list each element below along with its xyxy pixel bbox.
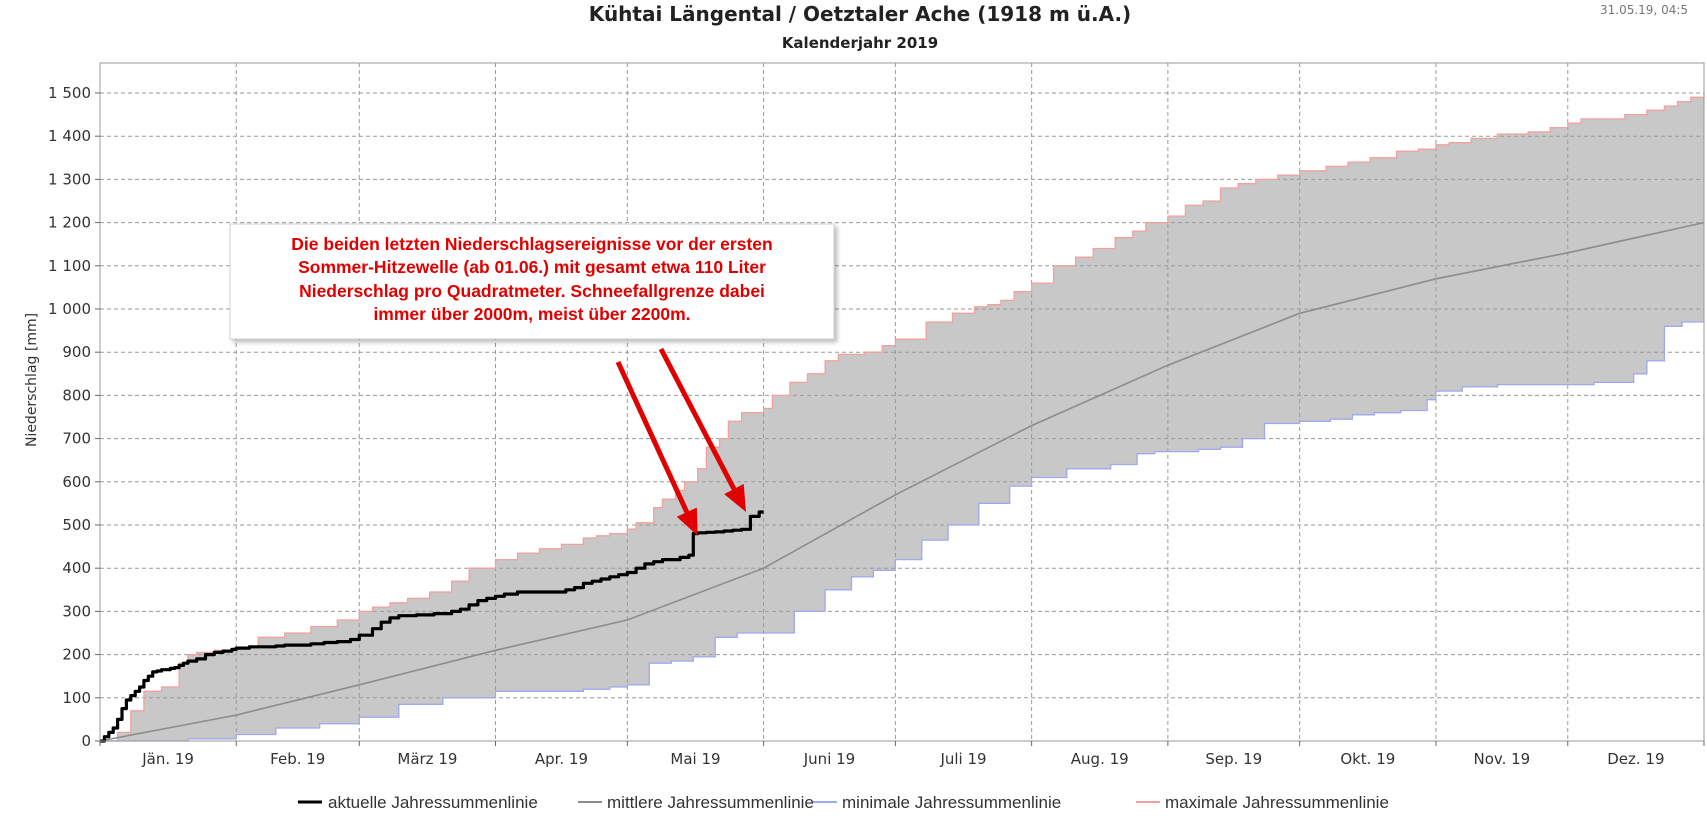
x-axis: Jän. 19 Feb. 19 März 19 Apr. 19 Mai 19 Juni 1… (99, 741, 1705, 768)
x-tick-label: Mai 19 (670, 750, 720, 768)
legend-item: mittlere Jahressummenlinie (578, 793, 814, 812)
annotation-line-3: Niederschlag pro Quadratmeter. Schneefal… (299, 281, 765, 301)
y-tick-label: 700 (62, 430, 91, 448)
x-tick-label: Feb. 19 (270, 750, 325, 768)
y-tick-label: 0 (81, 732, 91, 750)
annotation: Die beiden letzten Niederschlagsereignis… (229, 223, 835, 536)
y-tick-label: 200 (62, 646, 91, 664)
y-tick-label: 1 300 (48, 170, 91, 188)
x-tick-label: Sep. 19 (1205, 750, 1262, 768)
x-tick-label: Juni 19 (803, 750, 855, 768)
annotation-line-1: Die beiden letzten Niederschlagsereignis… (291, 234, 772, 254)
annotation-arrow (615, 360, 698, 536)
annotation-arrows (615, 347, 746, 536)
legend-item: maximale Jahressummenlinie (1136, 793, 1389, 812)
annotation-line-2: Sommer-Hitzewelle (ab 01.06.) mit gesamt… (298, 257, 766, 277)
x-tick-label: Nov. 19 (1473, 750, 1530, 768)
y-tick-label: 1 200 (48, 214, 91, 232)
legend: aktuelle Jahressummenlinie mittlere Jahre… (298, 793, 1389, 812)
legend-label: maximale Jahressummenlinie (1165, 793, 1389, 812)
y-tick-label: 1 400 (48, 127, 91, 145)
current-series-line (100, 510, 764, 743)
legend-label: aktuelle Jahressummenlinie (328, 793, 538, 812)
max-series-line (100, 93, 1705, 742)
y-tick-label: 600 (62, 473, 91, 491)
y-axis: 0 100 200 300 400 500 600 700 800 900 1 000 1 100 1 … (48, 84, 100, 750)
legend-item: aktuelle Jahressummenlinie (298, 793, 538, 812)
y-tick-label: 800 (62, 386, 91, 404)
x-tick-label: Jän. 19 (141, 750, 194, 768)
x-tick-label: März 19 (397, 750, 457, 768)
y-axis-label: Niederschlag [mm] (24, 313, 40, 447)
y-tick-label: 400 (62, 559, 91, 577)
y-tick-label: 1 000 (48, 300, 91, 318)
annotation-arrow (658, 347, 746, 513)
plot-area (99, 62, 1705, 743)
range-band (100, 93, 1704, 741)
y-tick-label: 1 500 (48, 84, 91, 102)
min-series-line (100, 321, 1704, 742)
x-tick-label: Apr. 19 (535, 750, 588, 768)
annotation-box (229, 223, 835, 340)
mean-series-line (99, 221, 1705, 742)
legend-item: minimale Jahressummenlinie (813, 793, 1061, 812)
x-tick-label: Aug. 19 (1071, 750, 1129, 768)
x-tick-label: Okt. 19 (1340, 750, 1395, 768)
legend-label: mittlere Jahressummenlinie (607, 793, 814, 812)
legend-label: minimale Jahressummenlinie (842, 793, 1061, 812)
annotation-line-4: immer über 2000m, meist über 2200m. (373, 304, 690, 324)
chart-subtitle: Kalenderjahr 2019 (782, 34, 938, 52)
gridlines (100, 63, 1704, 741)
data-timestamp: 31.05.19, 04:5 (1600, 3, 1688, 17)
y-tick-label: 1 100 (48, 257, 91, 275)
chart-title: Kühtai Längental / Oetztaler Ache (1918 … (589, 2, 1131, 26)
y-tick-label: 500 (62, 516, 91, 534)
y-tick-label: 300 (62, 602, 91, 620)
x-tick-label: Dez. 19 (1607, 750, 1664, 768)
y-tick-label: 900 (62, 343, 91, 361)
x-tick-label: Juli 19 (939, 750, 986, 768)
plot-frame (99, 62, 1705, 742)
y-tick-label: 100 (62, 689, 91, 707)
